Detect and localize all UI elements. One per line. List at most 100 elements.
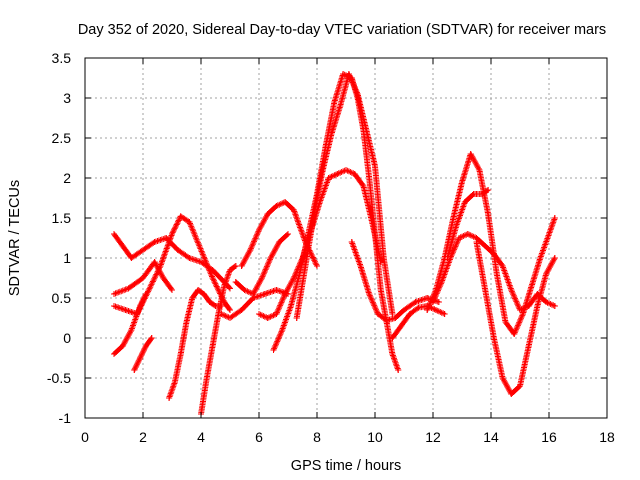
y-tick-label: 0.5 bbox=[52, 290, 72, 306]
data-point bbox=[151, 239, 158, 245]
data-point bbox=[238, 307, 245, 313]
data-point bbox=[273, 311, 280, 317]
data-point bbox=[528, 283, 535, 289]
x-tick-label: 2 bbox=[139, 429, 147, 445]
data-point bbox=[227, 285, 233, 292]
data-point bbox=[264, 211, 271, 217]
data-point bbox=[493, 271, 500, 277]
data-point bbox=[290, 275, 297, 281]
data-point bbox=[128, 255, 135, 261]
data-point bbox=[287, 303, 294, 309]
series-arc-04 bbox=[111, 291, 149, 357]
data-point bbox=[177, 351, 184, 357]
data-point bbox=[354, 91, 361, 97]
data-point bbox=[256, 227, 262, 233]
data-point bbox=[366, 175, 373, 181]
data-point bbox=[334, 171, 341, 177]
data-point bbox=[122, 307, 129, 313]
data-point bbox=[380, 255, 387, 261]
data-point bbox=[337, 103, 344, 109]
data-point bbox=[499, 375, 506, 381]
series-markers bbox=[473, 239, 558, 397]
y-tick-label: 0 bbox=[63, 330, 71, 346]
data-point bbox=[470, 191, 477, 197]
data-point bbox=[270, 347, 277, 353]
data-point bbox=[482, 243, 489, 249]
data-point bbox=[424, 307, 431, 313]
series-arc-08 bbox=[218, 287, 291, 321]
data-point bbox=[348, 239, 355, 245]
data-point bbox=[328, 131, 335, 137]
data-point bbox=[511, 331, 518, 337]
data-point bbox=[131, 367, 138, 373]
series-arc-05 bbox=[131, 335, 155, 373]
data-point bbox=[258, 275, 265, 281]
data-point bbox=[519, 311, 526, 317]
data-point bbox=[140, 247, 146, 253]
data-point bbox=[438, 279, 445, 285]
data-point bbox=[195, 287, 202, 293]
data-point bbox=[267, 255, 274, 261]
ticks: 0 2 4 6 8 10 12 14 16 18 -1 -0.5 0 0.5 1 1.5 2 2.5 3 3.5 bbox=[47, 50, 615, 445]
data-point bbox=[171, 379, 178, 385]
data-point bbox=[395, 367, 402, 373]
data-point bbox=[186, 255, 193, 261]
series-arc-13 bbox=[293, 71, 396, 321]
data-point bbox=[534, 303, 541, 309]
data-point bbox=[372, 163, 378, 169]
data-point bbox=[227, 307, 233, 313]
data-point bbox=[340, 71, 347, 77]
data-point bbox=[351, 171, 358, 177]
data-point bbox=[142, 291, 149, 297]
data-point bbox=[479, 191, 486, 197]
x-tick-label: 18 bbox=[599, 429, 615, 445]
data-point bbox=[383, 317, 390, 324]
series-markers bbox=[111, 213, 233, 317]
data-point bbox=[490, 335, 497, 341]
data-point bbox=[160, 275, 167, 281]
data-point bbox=[441, 311, 448, 317]
data-point bbox=[543, 271, 550, 277]
data-point bbox=[264, 315, 271, 321]
data-point bbox=[119, 243, 126, 249]
data-point bbox=[345, 71, 352, 77]
data-point bbox=[543, 299, 550, 305]
data-point bbox=[450, 215, 457, 221]
y-tick-label: 2 bbox=[63, 170, 71, 186]
data-point bbox=[209, 275, 216, 281]
chart-title: Day 352 of 2020, Sidereal Day-to-day VTE… bbox=[78, 22, 606, 38]
data-point bbox=[232, 279, 239, 285]
data-point bbox=[415, 304, 422, 311]
data-point bbox=[432, 307, 439, 313]
data-point bbox=[140, 275, 146, 281]
data-point bbox=[372, 231, 378, 237]
data-point bbox=[476, 167, 483, 173]
data-point bbox=[357, 263, 364, 269]
data-point bbox=[461, 199, 468, 205]
data-point bbox=[485, 211, 492, 217]
data-point bbox=[148, 335, 155, 341]
series-arc-15 bbox=[389, 303, 448, 341]
data-point bbox=[128, 327, 135, 333]
y-tick-label: -1 bbox=[59, 410, 72, 426]
data-point bbox=[551, 303, 558, 309]
data-point bbox=[502, 319, 509, 325]
data-point bbox=[111, 303, 117, 309]
data-points bbox=[111, 71, 558, 417]
data-point bbox=[189, 295, 196, 301]
data-point bbox=[142, 343, 149, 349]
data-point bbox=[537, 255, 544, 261]
data-point bbox=[406, 311, 413, 317]
series-arc-10 bbox=[238, 199, 320, 269]
y-tick-label: 3 bbox=[63, 90, 71, 106]
data-point bbox=[282, 291, 289, 297]
data-point bbox=[111, 231, 117, 237]
series-arc-18 bbox=[444, 187, 492, 261]
x-tick-label: 4 bbox=[197, 429, 205, 445]
data-point bbox=[389, 351, 396, 357]
x-tick-label: 16 bbox=[541, 429, 557, 445]
y-tick-label: -0.5 bbox=[47, 370, 71, 386]
data-point bbox=[546, 231, 552, 237]
y-axis-label: SDTVAR / TECUs bbox=[7, 180, 23, 296]
